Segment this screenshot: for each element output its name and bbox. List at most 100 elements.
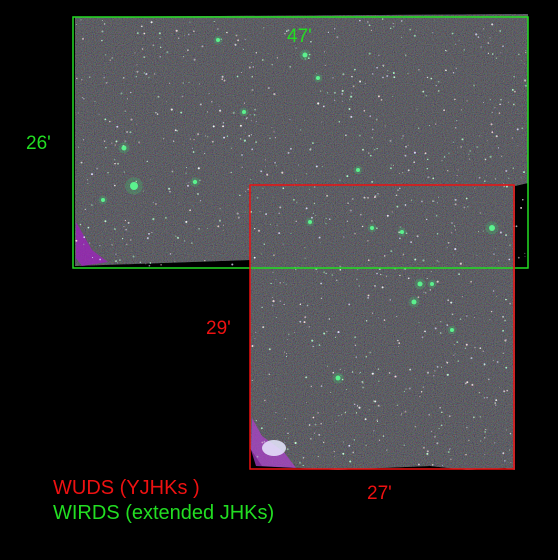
star [90,204,93,207]
star [76,77,78,80]
star [115,260,117,263]
star [371,137,373,139]
star [212,125,215,128]
star [367,240,369,242]
star [446,373,449,376]
star [384,125,386,127]
star [117,162,120,165]
star [351,197,354,201]
star [176,236,179,239]
star [465,197,468,200]
star [492,359,495,362]
star [170,108,173,111]
star [505,169,508,173]
star [150,21,153,24]
star [178,202,180,204]
star [299,320,302,323]
star [308,53,311,56]
star [446,247,448,249]
star [299,303,302,306]
star [432,177,435,180]
star [470,281,472,283]
star [429,289,431,291]
star [361,225,364,228]
star [315,165,318,168]
star [377,95,380,98]
star [211,101,213,103]
star [90,173,94,176]
star-halo [190,177,200,187]
star [465,343,468,346]
star [272,297,274,299]
star [298,461,302,464]
star [183,56,184,58]
star [511,88,514,91]
star [287,151,290,154]
star [267,53,269,55]
star [482,350,484,352]
star [415,30,417,32]
star [313,186,316,188]
star [426,371,430,374]
star [396,315,398,318]
star [325,217,327,219]
star [505,234,508,237]
star [219,109,222,112]
star [218,219,221,222]
star [359,372,360,374]
star [377,193,379,195]
star [317,102,320,105]
star [261,59,264,61]
star [260,170,263,173]
star [234,43,237,46]
star [346,220,348,222]
star [495,399,498,402]
star [474,187,476,189]
star [392,72,395,74]
star [305,207,308,210]
star-halo [305,217,315,227]
legend-wirds: WIRDS (extended JHKs) [53,502,275,524]
star [524,79,527,82]
star [390,250,393,253]
star [303,321,306,324]
star [83,243,85,246]
star [475,33,478,36]
bright-star [302,52,308,58]
star [388,372,391,374]
star [349,99,351,101]
bright-star [489,225,495,231]
star [498,112,501,114]
star [435,123,437,125]
star [99,245,101,247]
star [446,169,449,172]
star [499,30,502,32]
star [265,213,268,216]
star [121,237,124,240]
star [398,173,400,175]
star [468,158,470,160]
star [86,179,89,181]
star [240,71,243,74]
star [441,366,443,368]
star [326,92,329,94]
star [407,169,410,172]
star [315,215,317,217]
star [184,34,186,36]
star [376,148,378,150]
star [336,36,339,39]
star [88,242,91,244]
star [466,426,468,429]
star [437,80,440,83]
star [250,134,252,136]
star [483,436,486,439]
star [464,382,467,385]
star [495,135,498,138]
star [295,179,297,181]
star [278,232,281,235]
star [249,114,251,116]
star [275,388,277,390]
star [376,419,378,421]
star [116,262,118,264]
star [486,175,488,177]
